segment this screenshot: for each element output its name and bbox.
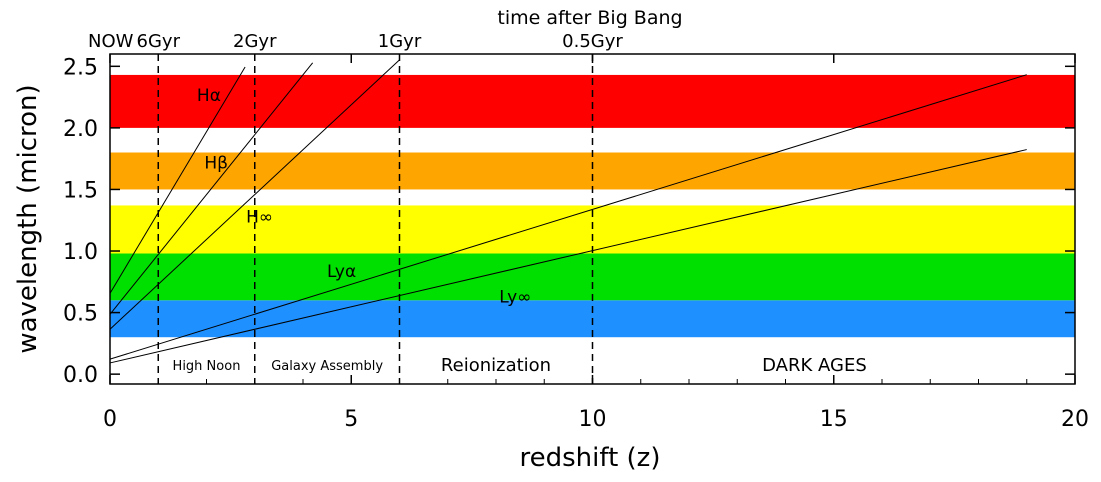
y-tick-label-5: 2.5 [63, 55, 98, 80]
time-marker-label-2: 2Gyr [233, 31, 277, 52]
time-marker-label-3: 1Gyr [378, 31, 422, 52]
era-label-0: High Noon [173, 359, 241, 374]
series-label-3: Lyα [327, 262, 356, 282]
top-axis-title: time after Big Bang [497, 7, 682, 29]
x-tick-label-4: 20 [1061, 407, 1089, 432]
x-tick-label-2: 10 [579, 407, 607, 432]
series-line-1 [109, 62, 314, 315]
series-line-3 [109, 74, 1027, 360]
x-tick-label-1: 5 [344, 407, 358, 432]
x-tick-label-3: 15 [820, 407, 848, 432]
series-line-2 [109, 59, 400, 330]
y-tick-label-0: 0.0 [63, 363, 98, 388]
x-axis-title: redshift (z) [520, 443, 661, 473]
axes [109, 53, 1076, 385]
y-tick-label-1: 0.5 [63, 302, 98, 327]
era-label-3: DARK AGES [762, 355, 867, 376]
chart-labels: time after Big Bang redshift (z) wavelen… [13, 7, 1089, 473]
era-label-2: Reionization [441, 355, 551, 376]
time-marker-label-0: NOW [88, 31, 134, 52]
time-marker-lines [157, 54, 594, 384]
series-line-4 [109, 149, 1027, 364]
series-line-0 [109, 66, 246, 294]
band-3 [110, 152, 1075, 190]
series-label-0: Hα [197, 86, 221, 106]
y-axis-title: wavelength (micron) [13, 84, 43, 353]
series-label-4: Ly∞ [499, 288, 531, 308]
time-marker-label-4: 0.5Gyr [562, 31, 623, 52]
series-label-2: H∞ [246, 208, 273, 228]
emission-lines [109, 59, 1027, 364]
series-label-1: Hβ [204, 154, 228, 174]
y-tick-label-4: 2.0 [63, 117, 98, 142]
era-label-1: Galaxy Assembly [271, 359, 383, 374]
y-tick-label-2: 1.0 [63, 240, 98, 265]
y-tick-label-3: 1.5 [63, 178, 98, 203]
x-tick-label-0: 0 [103, 407, 117, 432]
time-marker-label-1: 6Gyr [137, 31, 181, 52]
